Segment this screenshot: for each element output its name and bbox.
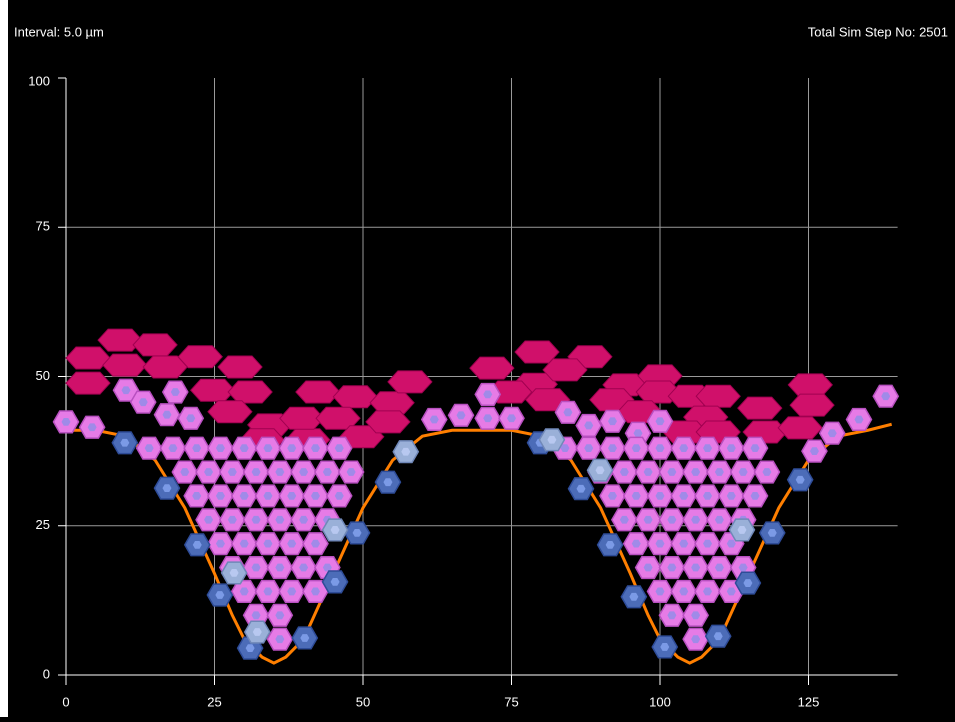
y-tick-label: 75	[36, 219, 50, 234]
x-tick-label: 75	[504, 694, 518, 709]
cell	[296, 381, 340, 403]
cell	[333, 386, 377, 408]
cell	[788, 374, 832, 396]
cell	[696, 385, 740, 407]
header-left: Interval: 5.0 µm	[14, 24, 104, 39]
x-tick-label: 25	[207, 694, 221, 709]
left-border	[0, 0, 8, 717]
cell	[208, 401, 252, 423]
cell	[178, 346, 222, 368]
x-tick-label: 125	[798, 694, 820, 709]
y-tick-label: 25	[36, 517, 50, 532]
y-tick-label: 0	[43, 666, 50, 681]
chart: Interval: 5.0 µm Total Sim Step No: 2501…	[0, 0, 955, 717]
cell	[470, 357, 514, 379]
cell	[543, 359, 587, 381]
header-right: Total Sim Step No: 2501	[808, 24, 948, 39]
page: Interval: 5.0 µm Total Sim Step No: 2501…	[0, 0, 955, 717]
cell	[218, 356, 262, 378]
cell	[191, 379, 235, 401]
x-tick-label: 50	[356, 694, 370, 709]
cell	[133, 334, 177, 356]
background	[0, 0, 955, 717]
y-tick-label: 100	[28, 73, 50, 88]
y-tick-label: 50	[36, 368, 50, 383]
cell	[103, 354, 147, 376]
cell	[790, 394, 834, 416]
cell	[66, 372, 110, 394]
cell	[778, 417, 822, 439]
cell	[738, 397, 782, 419]
cell	[388, 371, 432, 393]
cell	[228, 381, 272, 403]
x-tick-label: 100	[649, 694, 671, 709]
x-tick-label: 0	[62, 694, 69, 709]
cell	[366, 411, 410, 433]
